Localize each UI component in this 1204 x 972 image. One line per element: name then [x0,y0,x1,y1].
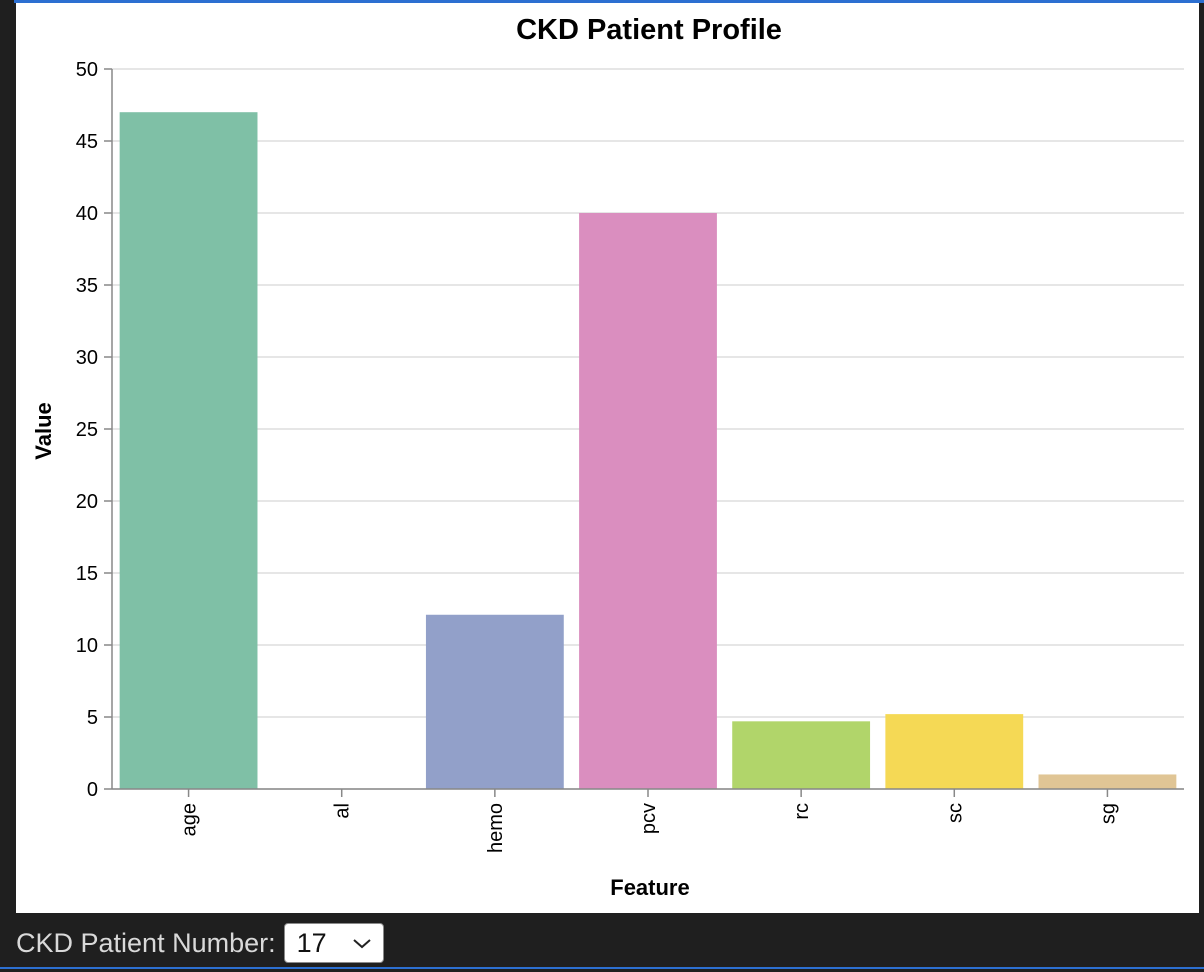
x-tick-label: age [179,803,201,836]
bar-pcv [579,213,717,789]
top-border [0,0,1204,3]
bar-sg [1038,774,1177,789]
bottom-border [0,967,1204,969]
y-axis: 0 5 10 15 20 25 30 35 40 45 50 [76,59,113,801]
patient-number-select[interactable]: 17 [283,923,384,963]
bar-rc [732,721,871,789]
y-tick-label: 20 [76,491,98,513]
x-tick-label: rc [791,803,813,820]
y-axis-label: Value [31,402,56,459]
y-tick-label: 50 [76,59,98,81]
y-tick-label: 25 [76,419,98,441]
y-tick-label: 30 [76,347,98,369]
x-tick-label: sc [944,803,966,823]
y-tick-label: 5 [87,707,98,729]
bar-hemo [425,614,564,789]
chart-panel: CKD Patient Profile 0 5 10 15 20 25 30 35 40 45 50… [16,3,1199,913]
x-tick-label: al [332,803,354,819]
x-axis: age al hemo pcv rc sc sg [112,788,1184,853]
chart-title: CKD Patient Profile [516,14,782,46]
bar-chart: CKD Patient Profile 0 5 10 15 20 25 30 35 40 45 50… [31,14,1184,900]
x-tick-label: pcv [638,803,660,834]
bar-sc [885,714,1024,789]
patient-selector: CKD Patient Number: 17 [16,920,384,966]
right-edge [1199,3,1204,913]
chevron-down-icon [352,939,371,949]
x-tick-label: sg [1097,803,1119,824]
y-tick-label: 0 [87,779,98,801]
x-axis-label: Feature [610,875,689,900]
y-tick-label: 40 [76,203,98,225]
patient-number-value: 17 [296,927,327,958]
y-tick-label: 10 [76,635,98,657]
bar-age [119,112,258,789]
y-tick-label: 35 [76,275,98,297]
left-gutter [0,0,14,972]
x-tick-label: hemo [485,803,507,853]
bars [119,112,1177,789]
y-tick-label: 15 [76,563,98,585]
patient-number-label: CKD Patient Number: [16,927,276,958]
y-tick-label: 45 [76,131,98,153]
